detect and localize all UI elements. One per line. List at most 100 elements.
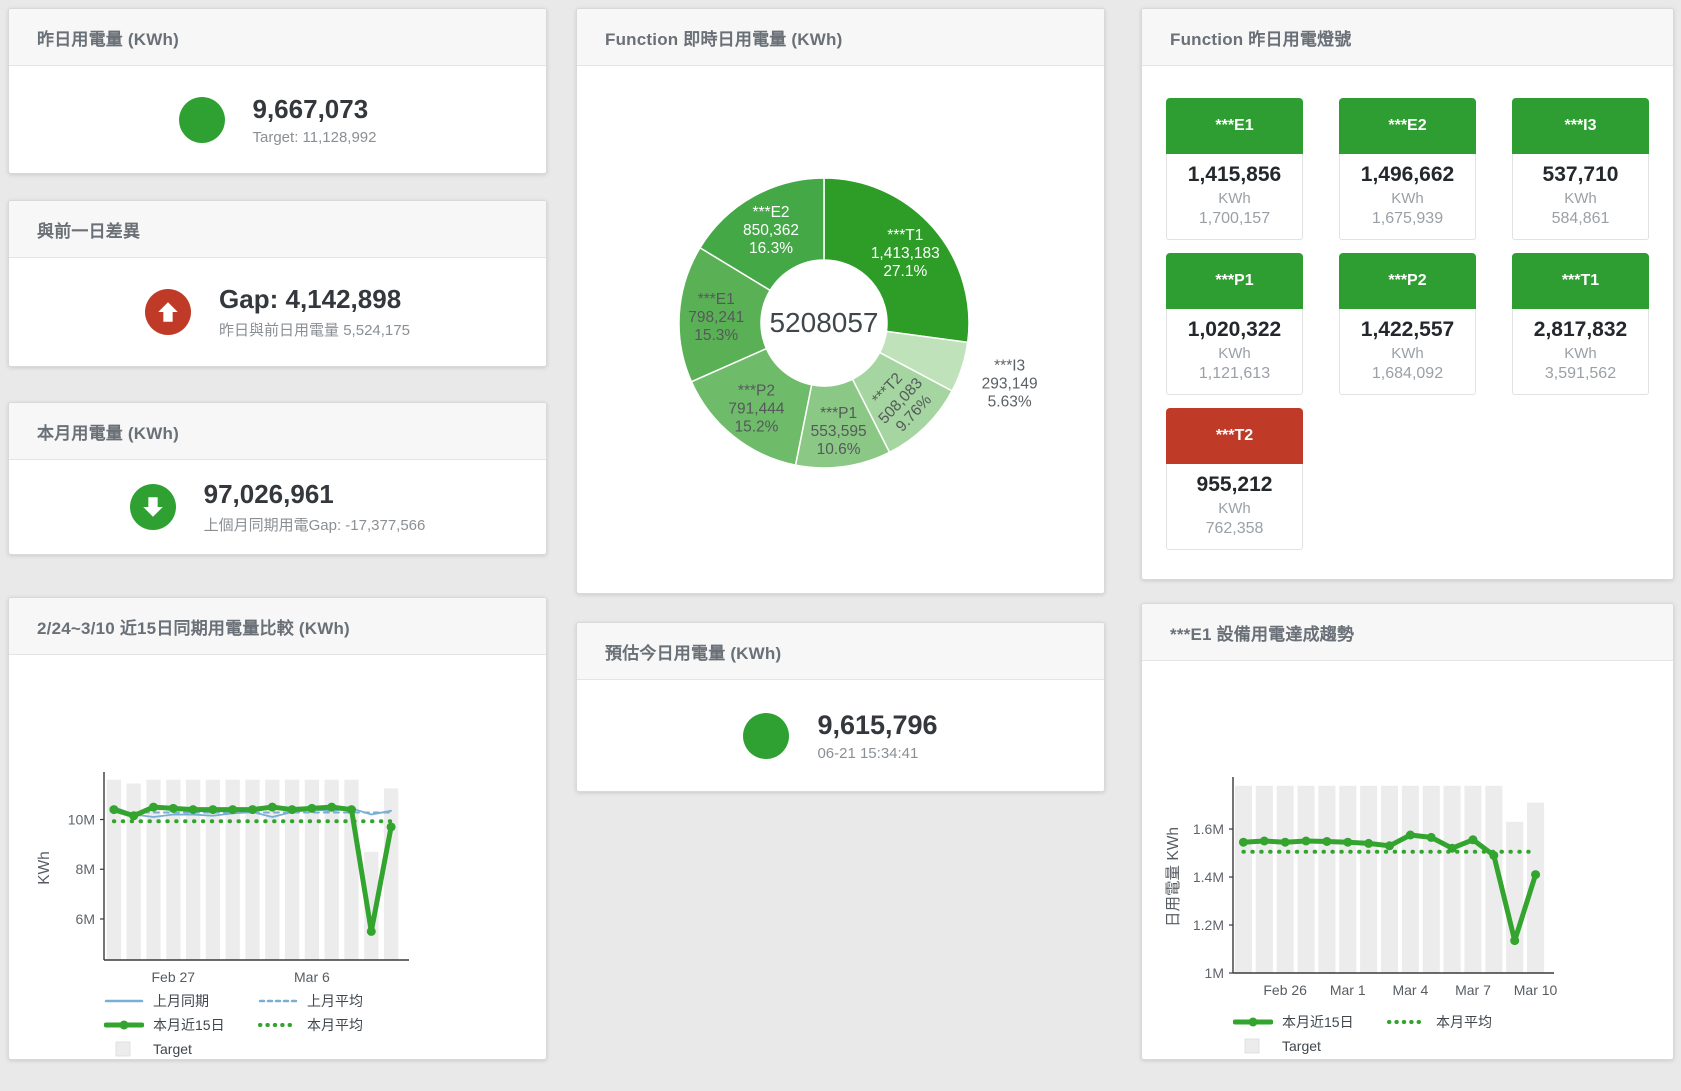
series-point (1259, 836, 1269, 846)
legend-label: 本月平均 (307, 1017, 363, 1033)
target-bar (265, 779, 280, 960)
green-status-circle-icon (178, 96, 225, 143)
series-point (1301, 836, 1311, 846)
tile-target: 1,700,157 (1198, 210, 1271, 227)
panel-donut-header: Function 即時日用電量 (KWh) (577, 9, 1104, 66)
series-point (208, 805, 218, 815)
target-bar (1276, 785, 1294, 973)
donut-label-E1: ***E1 798,241 15.3% (688, 291, 744, 344)
tile-target: 3,591,562 (1544, 365, 1617, 382)
target-bar (205, 779, 221, 960)
legend-item-本月近15日[interactable]: 本月近15日 (1233, 1011, 1387, 1033)
series-point (1426, 832, 1436, 842)
legend-item-Target[interactable]: Target (1233, 1035, 1387, 1057)
panel-estimate-title: 預估今日用電量 (KWh) (605, 643, 782, 663)
series-point (248, 805, 257, 815)
tile-unit: KWh (1564, 190, 1597, 207)
x-tick-label: Feb 26 (1263, 982, 1307, 998)
legend-label: 本月平均 (1436, 1014, 1492, 1030)
series-point (168, 803, 178, 813)
lights-tiles: ***E1 1,415,856 KWh 1,700,157 ***E2 1,496,662… (1142, 66, 1673, 550)
light-tile-T1: ***T1 2,817,832 KWh 3,591,562 (1512, 253, 1649, 395)
light-tile-E1: ***E1 1,415,856 KWh 1,700,157 (1166, 98, 1303, 240)
x-tick-label: Mar 6 (294, 969, 330, 985)
tile-target: 762,358 (1205, 520, 1264, 537)
y-tick-label: 6M (76, 911, 95, 927)
light-tile-T2: ***T2 955,212 KWh 762,358 (1166, 408, 1303, 550)
light-tile-P2: ***P2 1,422,557 KWh 1,684,092 (1339, 253, 1476, 395)
estimate-stat: 9,615,796 06-21 15:34:41 (577, 680, 1104, 791)
legend-item-Target[interactable]: Target (104, 1038, 258, 1060)
series-point (1385, 841, 1394, 851)
tile-body: 1,415,856 KWh 1,700,157 (1166, 154, 1303, 240)
tile-target: 584,861 (1551, 210, 1610, 227)
panel-trend-title: ***E1 設備用電達成趨勢 (1170, 624, 1355, 644)
legend-item-本月平均[interactable]: 本月平均 (258, 1014, 412, 1036)
donut-label-E2: ***E2 850,362 16.3% (743, 204, 799, 257)
tile-value: 955,212 (1196, 473, 1273, 496)
x-tick-label: Mar 1 (1330, 982, 1366, 998)
estimate-value: 9,615,796 (817, 709, 938, 740)
target-bar (1339, 785, 1357, 973)
panel-compare-header: 2/24~3/10 近15日同期用電量比較 (KWh) (9, 598, 546, 655)
green-status-circle-icon (743, 712, 790, 759)
target-bar (304, 779, 320, 960)
legend-swatch (1244, 1038, 1260, 1054)
gap-value: Gap: 4,142,898 (219, 284, 402, 314)
legend-label: Target (153, 1041, 192, 1057)
target-bar (1506, 821, 1524, 973)
e1-trend-legend: 本月近15日 本月平均 Target (1233, 1011, 1673, 1057)
tile-body: 1,422,557 KWh 1,684,092 (1339, 309, 1476, 395)
donut-label-T2: ***T2508,0839.76% (862, 363, 939, 440)
target-bar (126, 783, 141, 960)
target-bar (1443, 785, 1461, 973)
month-stat: 97,026,961 上個月同期用電Gap: -17,377,566 (9, 460, 546, 554)
series-point (149, 802, 158, 812)
compare-15day-chart[interactable]: 6M 8M 10M KWh Feb 27 Mar 6 (9, 655, 544, 985)
donut-slice-E2[interactable] (699, 177, 825, 292)
legend-swatch (1233, 1017, 1273, 1027)
yesterday-stat: 9,667,073 Target: 11,128,992 (9, 66, 546, 173)
donut-slice-T1[interactable] (823, 177, 970, 344)
panel-trend-header: ***E1 設備用電達成趨勢 (1142, 604, 1673, 661)
target-bar (284, 779, 300, 960)
gap-sub-label: 昨日與前日用電量 5,524,175 (219, 322, 410, 339)
target-bar (1360, 785, 1378, 973)
function-donut-chart[interactable]: ***T1 1,413,183 27.1% ***I3 293,149 5.63% ***T… (577, 66, 1102, 591)
panel-donut-title: Function 即時日用電量 (KWh) (605, 29, 843, 49)
tile-value: 1,415,856 (1187, 163, 1282, 186)
tile-body: 1,020,322 KWh 1,121,613 (1166, 309, 1303, 395)
legend-item-上月平均[interactable]: 上月平均 (258, 990, 412, 1012)
panel-month-title: 本月用電量 (KWh) (37, 423, 179, 443)
month-value: 97,026,961 (203, 479, 334, 509)
light-tile-E2: ***E2 1,496,662 KWh 1,675,939 (1339, 98, 1476, 240)
target-bar (1485, 785, 1503, 973)
legend-item-本月平均[interactable]: 本月平均 (1387, 1011, 1541, 1033)
tile-status-header: ***P1 (1166, 253, 1303, 309)
tile-status-header: ***E2 (1339, 98, 1476, 154)
tile-unit: KWh (1564, 345, 1597, 362)
legend-item-本月近15日[interactable]: 本月近15日 (104, 1014, 258, 1036)
legend-item-上月同期[interactable]: 上月同期 (104, 990, 258, 1012)
donut-label-P2: ***P2 791,444 15.2% (728, 382, 784, 435)
series-point (1238, 837, 1248, 847)
panel-function-realtime: Function 即時日用電量 (KWh) ***T1 1,413,183 27.1… (576, 8, 1105, 594)
y-axis-label: 日用電量 KWh (1165, 827, 1182, 927)
tile-unit: KWh (1218, 190, 1251, 207)
panel-estimate-today: 預估今日用電量 (KWh) 9,615,796 06-21 15:34:41 (576, 622, 1105, 792)
panel-lights-title: Function 昨日用電燈號 (1170, 29, 1352, 49)
tile-value: 1,020,322 (1187, 318, 1282, 341)
tile-unit: KWh (1391, 190, 1424, 207)
legend-label: 本月近15日 (1282, 1014, 1354, 1030)
panel-month-header: 本月用電量 (KWh) (9, 403, 546, 460)
light-tile-P1: ***P1 1,020,322 KWh 1,121,613 (1166, 253, 1303, 395)
light-tile-I3: ***I3 537,710 KWh 584,861 (1512, 98, 1649, 240)
tile-value: 2,817,832 (1533, 318, 1628, 341)
target-bar (146, 779, 161, 960)
y-tick-label: 8M (76, 861, 95, 877)
target-bar (106, 779, 122, 960)
e1-trend-chart[interactable]: 1M 1.2M 1.4M 1.6M 日用電量 KWh Feb 26 Mar 1 Mar 4 Ma… (1142, 661, 1671, 1006)
y-tick-label: 1M (1205, 965, 1224, 981)
donut-center-total: 5208057 (769, 307, 878, 338)
